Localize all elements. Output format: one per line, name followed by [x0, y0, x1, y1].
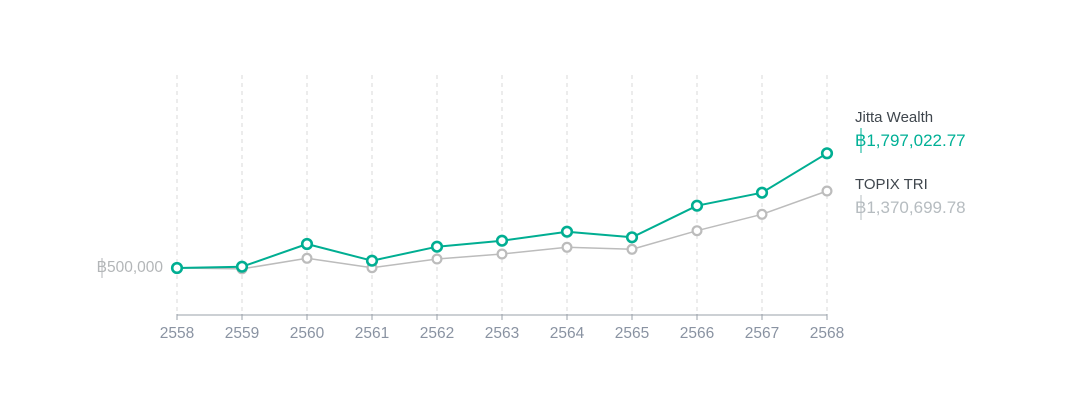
data-point-jitta-wealth-2560[interactable]	[300, 237, 314, 251]
data-point-jitta-wealth-2568[interactable]	[820, 147, 834, 160]
series-jitta-wealth	[170, 147, 834, 275]
data-point-jitta-wealth-2559[interactable]	[235, 260, 249, 273]
data-point-topix-tri-2565[interactable]	[626, 243, 638, 255]
data-point-topix-tri-2568[interactable]	[821, 185, 833, 197]
legend-topix-tri-name: TOPIX TRI	[855, 176, 928, 193]
x-axis-label-2563: 2563	[485, 325, 519, 342]
legend-item-jitta-wealth: Jitta Wealth B1,797,022.77	[855, 108, 966, 151]
x-axis-label-2565: 2565	[615, 325, 649, 342]
data-point-topix-tri-2567[interactable]	[756, 208, 768, 220]
data-point-jitta-wealth-2561[interactable]	[365, 254, 379, 267]
baseline-value-label: B500,000	[96, 259, 163, 276]
data-point-topix-tri-2563[interactable]	[496, 248, 508, 260]
data-point-jitta-wealth-2558[interactable]	[170, 261, 184, 275]
x-axis-label-2567: 2567	[745, 325, 779, 342]
data-point-jitta-wealth-2564[interactable]	[560, 225, 574, 238]
data-point-topix-tri-2562[interactable]	[431, 253, 443, 265]
x-axis-label-2561: 2561	[355, 325, 389, 342]
data-point-jitta-wealth-2567[interactable]	[755, 186, 769, 199]
x-axis-label-2564: 2564	[550, 325, 585, 342]
legend-item-topix-tri: TOPIX TRI B1,370,699.78	[855, 175, 966, 218]
x-axis: 2558 2559 2560 2561 2562 2563 2564 2565 2566 2567…	[160, 314, 844, 342]
data-point-jitta-wealth-2566[interactable]	[690, 199, 704, 212]
data-point-topix-tri-2564[interactable]	[561, 241, 573, 253]
legend-topix-tri-value: B1,370,699.78	[855, 198, 966, 217]
x-axis-label-2562: 2562	[420, 325, 454, 342]
x-axis-label-2558: 2558	[160, 325, 194, 342]
x-axis-label-2560: 2560	[290, 325, 325, 342]
data-point-topix-tri-2560[interactable]	[301, 252, 313, 264]
series-topix-tri	[171, 185, 833, 275]
baht-symbol: B	[855, 131, 867, 150]
x-axis-label-2566: 2566	[680, 325, 714, 342]
x-axis-label-2568: 2568	[810, 325, 844, 342]
baht-symbol: B	[96, 259, 107, 276]
x-axis-label-2559: 2559	[225, 325, 259, 342]
data-point-jitta-wealth-2562[interactable]	[430, 240, 444, 253]
data-point-jitta-wealth-2563[interactable]	[495, 234, 509, 247]
data-point-topix-tri-2566[interactable]	[691, 225, 703, 237]
legend-jitta-wealth-value: B1,797,022.77	[855, 131, 966, 150]
gridlines	[176, 75, 828, 313]
legend-jitta-wealth-name: Jitta Wealth	[855, 109, 934, 126]
data-point-jitta-wealth-2565[interactable]	[625, 231, 639, 244]
baht-symbol: B	[855, 198, 867, 217]
